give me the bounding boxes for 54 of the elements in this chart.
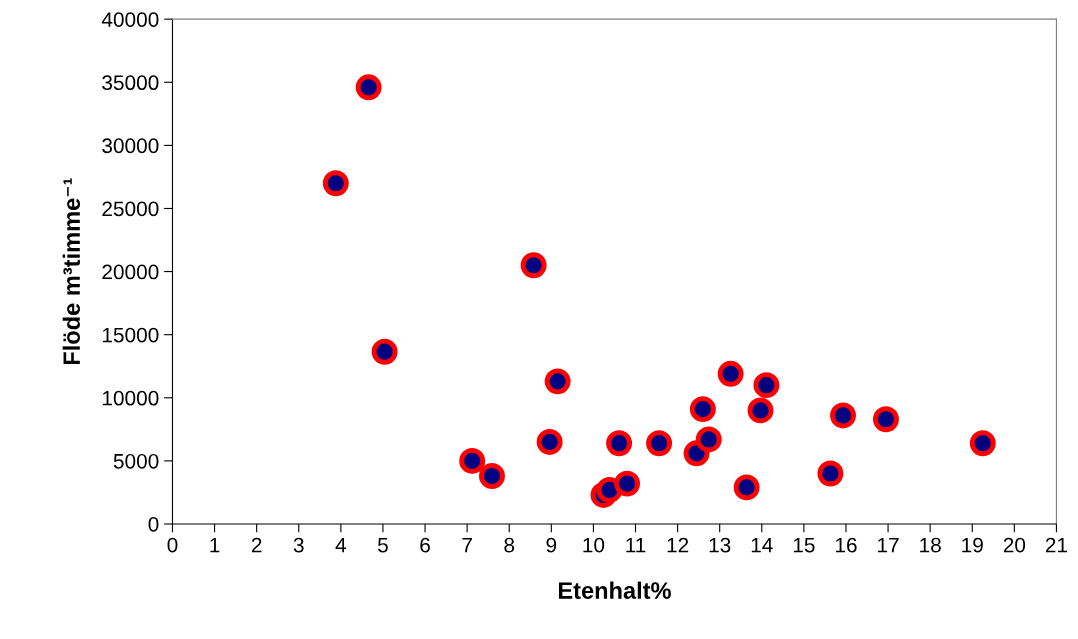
point [355, 74, 382, 101]
point [689, 396, 716, 423]
x-tick-label: 6 [420, 537, 430, 553]
point [873, 406, 899, 433]
point [747, 397, 774, 424]
x-tick-label: 11 [626, 537, 646, 553]
point [969, 430, 996, 457]
point [753, 372, 780, 399]
x-tick-label: 1 [210, 537, 220, 553]
point [322, 170, 349, 197]
point [606, 430, 633, 457]
x-tick-label: 18 [920, 537, 941, 553]
point [479, 463, 505, 489]
point [520, 252, 547, 279]
point [544, 368, 571, 395]
y-tick-label: 20000 [102, 264, 159, 280]
x-axis-title: Etenhalt% [558, 581, 671, 599]
x-tick-label: 10 [583, 537, 605, 553]
point [733, 474, 760, 501]
point [371, 338, 398, 365]
y-axis-title: Flöde m³timme⁻¹ [62, 178, 81, 365]
x-tick-label: 0 [167, 537, 178, 553]
y-tick-label: 10000 [102, 390, 159, 406]
y-tick-label: 30000 [102, 138, 159, 154]
x-tick-label: 14 [751, 537, 773, 553]
point [459, 447, 486, 474]
x-tick-label: 7 [462, 537, 472, 553]
point [614, 470, 641, 497]
x-tick-label: 8 [504, 537, 515, 553]
x-tick-label: 19 [962, 537, 983, 553]
x-tick-label: 21 [1045, 537, 1068, 553]
point [830, 402, 856, 429]
y-tick-label: 40000 [101, 12, 159, 27]
point [646, 430, 673, 457]
point [717, 360, 744, 387]
point [695, 426, 722, 453]
x-tick-label: 5 [377, 537, 388, 553]
x-tick-label: 15 [793, 537, 815, 553]
y-tick-label: 15000 [102, 327, 159, 343]
x-tick-label: 16 [835, 537, 857, 553]
x-tick-label: 2 [251, 537, 262, 553]
y-tick-label: 25000 [102, 201, 159, 217]
point [817, 460, 844, 487]
x-tick-label: 20 [1003, 537, 1026, 553]
y-tick-label: 35000 [102, 75, 159, 91]
x-tick-label: 17 [878, 537, 899, 553]
y-tick-label: 0 [148, 516, 159, 532]
x-tick-label: 9 [546, 537, 557, 553]
x-tick-label: 13 [709, 537, 731, 553]
x-tick-label: 12 [667, 537, 689, 553]
y-tick-label: 5000 [113, 453, 159, 469]
point [536, 428, 563, 455]
x-tick-label: 4 [335, 537, 347, 553]
x-tick-label: 3 [293, 537, 304, 553]
